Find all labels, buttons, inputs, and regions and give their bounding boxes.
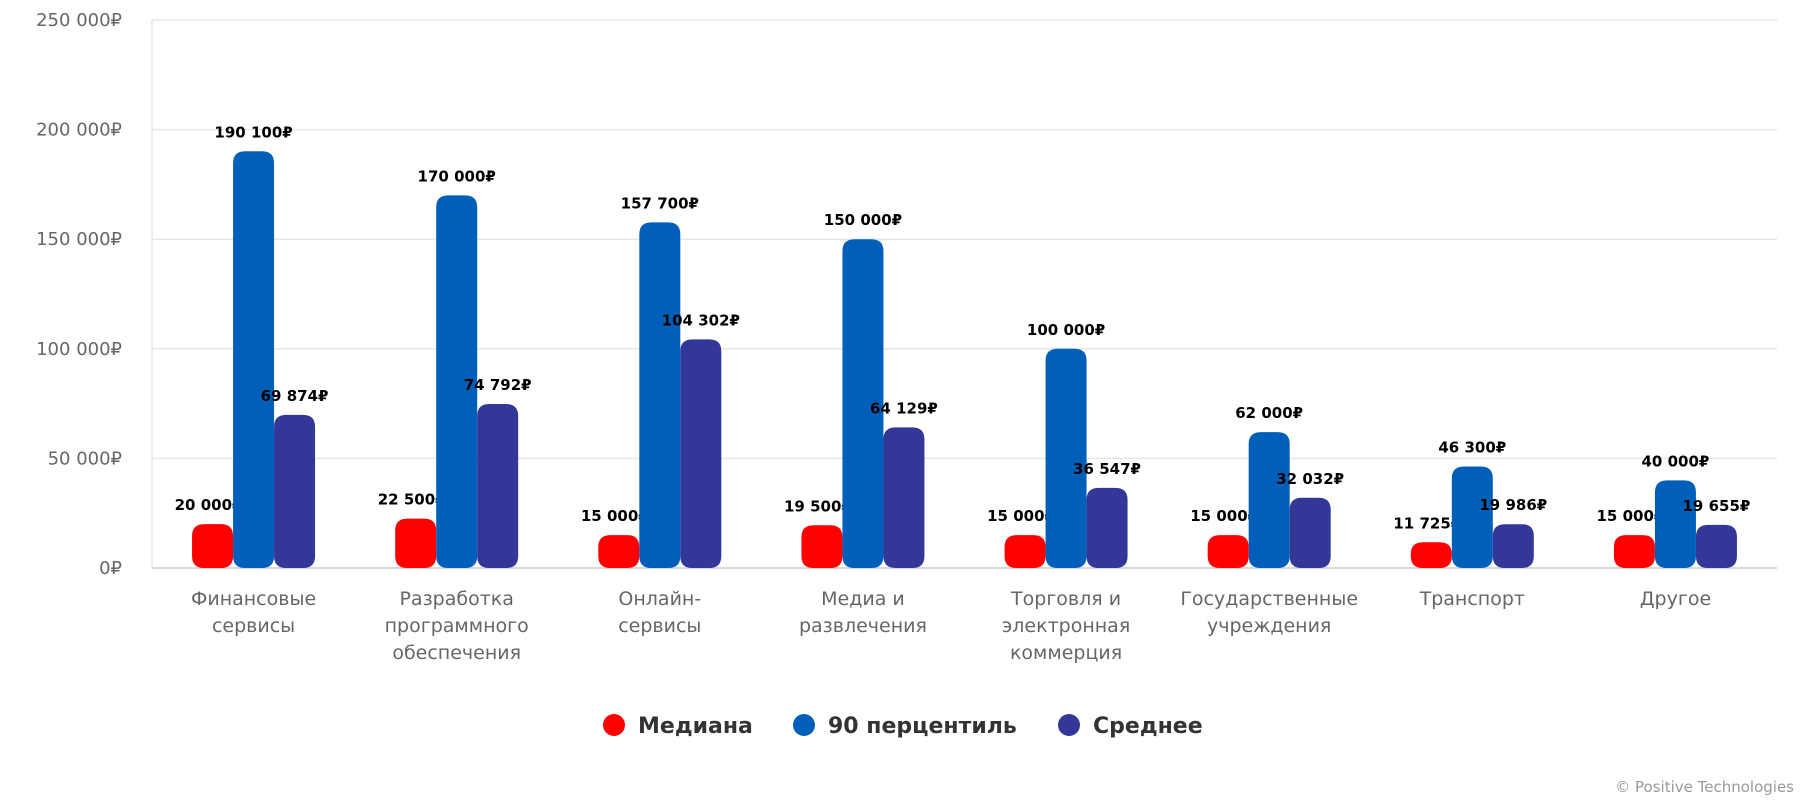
y-tick-label: 100 000₽ xyxy=(36,339,122,360)
x-category-label: Транспорт xyxy=(1419,588,1525,610)
legend-marker-icon xyxy=(793,714,815,736)
data-label: 157 700₽ xyxy=(621,194,699,212)
copyright: © Positive Technologies xyxy=(1615,778,1794,796)
data-label: 40 000₽ xyxy=(1642,452,1710,470)
x-category-label: обеспечения xyxy=(392,642,521,664)
x-category-label: Онлайн- xyxy=(618,588,701,610)
data-label: 190 100₽ xyxy=(214,123,292,141)
y-tick-label: 150 000₽ xyxy=(36,229,122,250)
data-label: 20 000₽ xyxy=(175,496,243,514)
bar-Среднее xyxy=(680,339,722,568)
data-label: 15 000₽ xyxy=(1190,507,1258,525)
data-label: 74 792₽ xyxy=(464,376,532,394)
x-category-label: учреждения xyxy=(1207,615,1331,637)
data-label: 170 000₽ xyxy=(418,167,496,185)
data-label: 104 302₽ xyxy=(662,311,740,329)
x-category-label: Медиа и xyxy=(821,588,905,610)
data-label: 150 000₽ xyxy=(824,211,902,229)
x-category-label: Разработка xyxy=(399,588,513,610)
x-category-label: Торговля и xyxy=(1010,588,1121,610)
data-label: 15 000₽ xyxy=(987,507,1055,525)
bar-Медиана xyxy=(598,535,640,568)
x-category-label: сервисы xyxy=(618,615,701,637)
legend-item: 90 перцентиль xyxy=(828,714,1017,739)
x-category-label: развлечения xyxy=(799,615,927,637)
data-label: 19 655₽ xyxy=(1683,497,1751,515)
data-label: 36 547₽ xyxy=(1073,460,1141,478)
bar-90 перцентиль xyxy=(436,195,478,569)
x-category-label: Другое xyxy=(1640,588,1711,610)
bar-Среднее xyxy=(1289,497,1331,568)
legend-marker-icon xyxy=(603,714,625,736)
bar-90 перцентиль xyxy=(1045,348,1087,568)
x-category-label: Государственные xyxy=(1180,588,1358,610)
y-tick-label: 250 000₽ xyxy=(36,10,122,31)
bar-Среднее xyxy=(1492,524,1534,568)
bar-Медиана xyxy=(1613,535,1655,568)
y-tick-label: 50 000₽ xyxy=(48,448,122,469)
data-label: 46 300₽ xyxy=(1438,439,1506,457)
bar-Медиана xyxy=(801,525,843,568)
legend-item: Среднее xyxy=(1093,714,1203,739)
x-category-label: программного xyxy=(385,615,529,637)
bar-Медиана xyxy=(192,524,234,568)
data-label: 100 000₽ xyxy=(1027,321,1105,339)
legend-marker-icon xyxy=(1058,714,1080,736)
x-category-label: электронная xyxy=(1002,615,1130,637)
bar-90 перцентиль xyxy=(233,151,275,569)
bar-90 перцентиль xyxy=(639,222,681,568)
bar-Среднее xyxy=(274,414,316,568)
bar-Медиана xyxy=(1004,535,1046,568)
data-label: 22 500₽ xyxy=(378,491,446,509)
bar-Среднее xyxy=(883,427,925,568)
y-tick-label: 200 000₽ xyxy=(36,120,122,141)
bar-Медиана xyxy=(1410,542,1452,568)
bar-Среднее xyxy=(1695,524,1737,568)
x-category-label: коммерция xyxy=(1010,642,1122,664)
y-tick-label: 0₽ xyxy=(99,558,122,579)
data-label: 69 874₽ xyxy=(261,387,329,405)
data-label: 19 500₽ xyxy=(784,497,852,515)
bar-90 перцентиль xyxy=(1248,432,1290,568)
data-label: 32 032₽ xyxy=(1276,470,1344,488)
bar-Среднее xyxy=(1086,487,1128,568)
legend-item: Медиана xyxy=(638,714,753,739)
data-label: 11 725₽ xyxy=(1393,514,1461,532)
bar-Медиана xyxy=(1207,535,1249,568)
x-category-label: сервисы xyxy=(212,615,295,637)
data-label: 15 000₽ xyxy=(1597,507,1665,525)
bar-90 перцентиль xyxy=(1451,466,1493,568)
x-category-label: Финансовые xyxy=(191,588,316,610)
data-label: 19 986₽ xyxy=(1479,496,1547,514)
bar-Медиана xyxy=(395,518,437,568)
bar-Среднее xyxy=(477,404,519,568)
bar-90 перцентиль xyxy=(842,239,884,568)
data-label: 64 129₽ xyxy=(870,399,938,417)
data-label: 62 000₽ xyxy=(1235,404,1303,422)
data-label: 15 000₽ xyxy=(581,507,649,525)
bar-90 перцентиль xyxy=(1654,480,1696,568)
